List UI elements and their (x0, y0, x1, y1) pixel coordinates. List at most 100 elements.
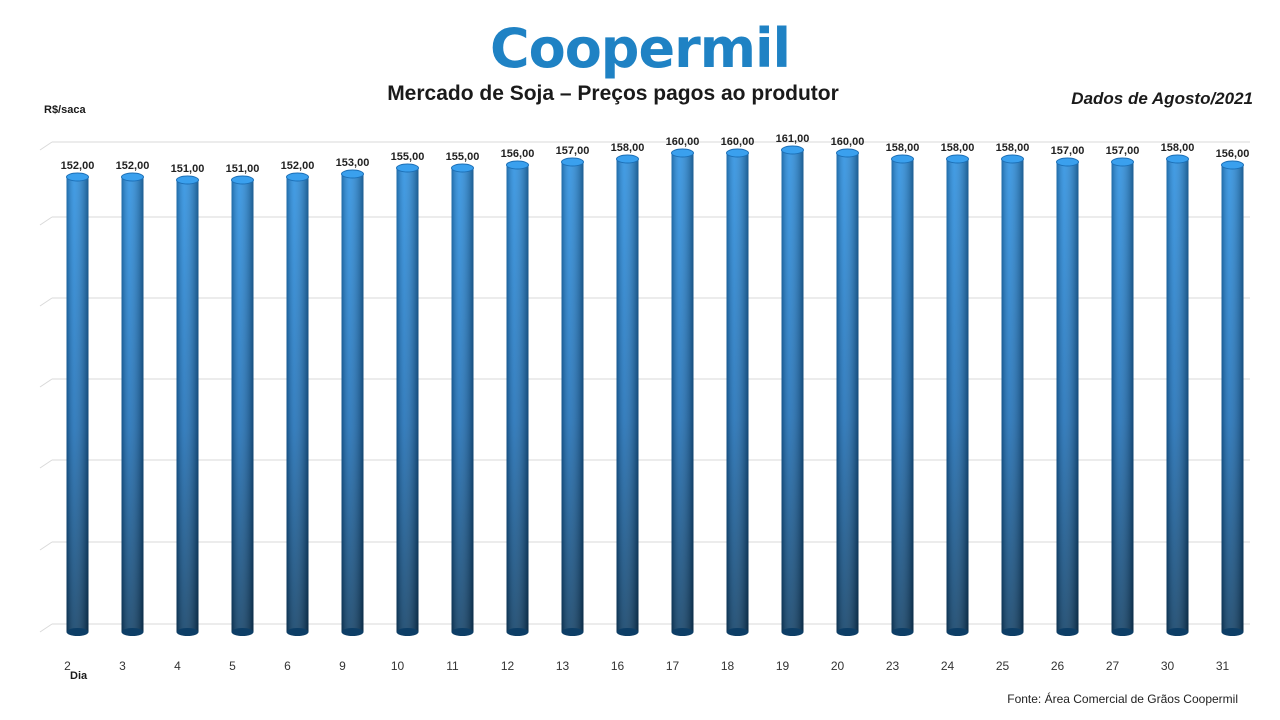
bar (286, 172, 309, 636)
bar-cap (451, 163, 474, 173)
data-label: 155,00 (391, 151, 425, 163)
bar-base (451, 628, 474, 636)
x-tick-label: 24 (941, 659, 955, 673)
bar-shade (781, 150, 804, 632)
bar-cap (671, 148, 694, 158)
gridline-tick (39, 541, 53, 551)
x-tick-label: 10 (391, 659, 405, 673)
bar (891, 154, 914, 636)
bar (946, 154, 969, 636)
bar-shade (121, 177, 144, 632)
coopermil-logo: Coopermil (489, 17, 791, 80)
bar-shade (66, 177, 89, 632)
bar-base (176, 628, 199, 636)
bar (671, 148, 694, 636)
data-label: 160,00 (666, 136, 700, 148)
data-label: 156,00 (501, 148, 535, 160)
bar-cap (121, 172, 144, 182)
data-label: 152,00 (61, 160, 95, 172)
bar (561, 157, 584, 636)
bar-cap (1221, 160, 1244, 170)
data-label: 152,00 (281, 160, 315, 172)
x-tick-label: 16 (611, 659, 625, 673)
bar-shade (561, 162, 584, 632)
x-tick-label: 23 (886, 659, 900, 673)
data-label: 151,00 (226, 163, 260, 175)
bar-shade (891, 159, 914, 632)
bar-cap (891, 154, 914, 164)
bar (451, 163, 474, 636)
bar-base (66, 628, 89, 636)
bar-cap (1056, 157, 1079, 167)
x-tick-label: 30 (1161, 659, 1175, 673)
source-note: Fonte: Área Comercial de Grãos Coopermil (1007, 692, 1238, 706)
x-tick-label: 19 (776, 659, 790, 673)
gridline-tick (39, 378, 53, 388)
bar-shade (836, 153, 859, 632)
bar-cap (946, 154, 969, 164)
bar (506, 160, 529, 636)
bar-cap (66, 172, 89, 182)
bar-base (616, 628, 639, 636)
bar (726, 148, 749, 636)
bar-base (726, 628, 749, 636)
x-tick-label: 31 (1216, 659, 1230, 673)
bar-shade (231, 180, 254, 632)
bar-cap (1111, 157, 1134, 167)
chart-subtitle: Dados de Agosto/2021 (1071, 89, 1253, 108)
x-tick-label: 4 (174, 659, 181, 673)
x-tick-label: 2 (64, 659, 71, 673)
bar (1166, 154, 1189, 636)
bar-base (1221, 628, 1244, 636)
bar-cap (286, 172, 309, 182)
bar-base (561, 628, 584, 636)
bar-shade (1111, 162, 1134, 632)
x-tick-label: 25 (996, 659, 1010, 673)
bar-cap (726, 148, 749, 158)
bar-cap (396, 163, 419, 173)
bar (616, 154, 639, 636)
bar-base (286, 628, 309, 636)
bar-cap (341, 169, 364, 179)
bar-base (836, 628, 859, 636)
bar (1221, 160, 1244, 636)
bar-shade (341, 174, 364, 632)
x-tick-label: 3 (119, 659, 126, 673)
bar (121, 172, 144, 636)
bar-base (1111, 628, 1134, 636)
bar-cap (781, 145, 804, 155)
bar-base (121, 628, 144, 636)
bar-base (891, 628, 914, 636)
bar-shade (1001, 159, 1024, 632)
x-tick-label: 13 (556, 659, 570, 673)
bar (341, 169, 364, 636)
bar-cap (616, 154, 639, 164)
data-label: 153,00 (336, 157, 370, 169)
data-label: 158,00 (886, 142, 920, 154)
data-label: 160,00 (721, 136, 755, 148)
data-label: 155,00 (446, 151, 480, 163)
bar (396, 163, 419, 636)
data-label: 158,00 (996, 142, 1030, 154)
bar-shade (1221, 165, 1244, 632)
y-axis-label: R$/saca (44, 104, 86, 116)
x-tick-label: 12 (501, 659, 515, 673)
bar-shade (451, 168, 474, 632)
bar-shade (1056, 162, 1079, 632)
bar-shade (506, 165, 529, 632)
data-label: 158,00 (1161, 142, 1195, 154)
x-tick-label: 26 (1051, 659, 1065, 673)
x-axis-label: Dia (70, 670, 88, 682)
bar-shade (946, 159, 969, 632)
gridline-tick (39, 623, 53, 633)
bars: 152,00 2 152,00 3 151,00 4 151,00 5 152,00 6 153,0… (61, 133, 1250, 673)
bar-base (1166, 628, 1189, 636)
gridline-tick (39, 141, 53, 151)
data-label: 161,00 (776, 133, 810, 145)
x-tick-label: 9 (339, 659, 346, 673)
x-tick-label: 18 (721, 659, 735, 673)
bar-cap (836, 148, 859, 158)
bar (66, 172, 89, 636)
data-label: 158,00 (941, 142, 975, 154)
